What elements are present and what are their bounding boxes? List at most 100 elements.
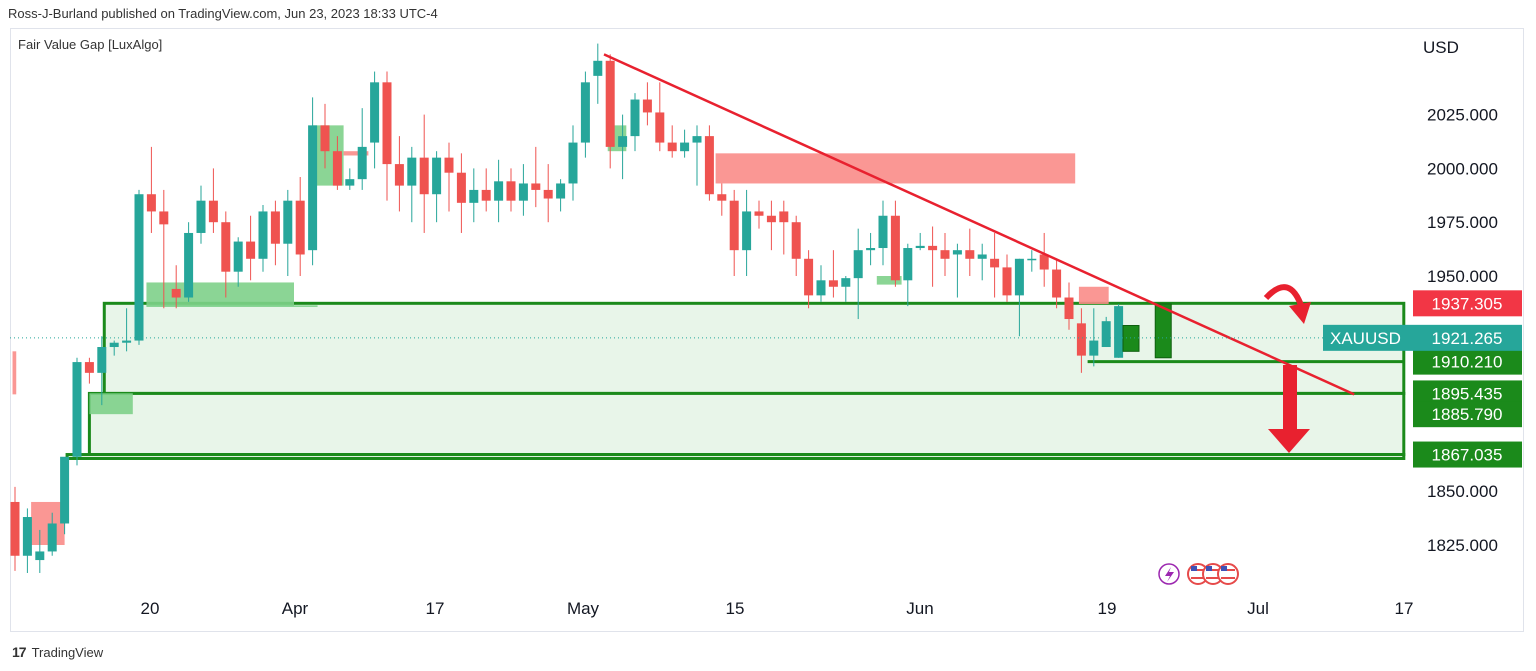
candle: [692, 125, 702, 186]
candle-body: [853, 250, 863, 279]
candle-body: [903, 248, 913, 281]
candle: [60, 456, 70, 535]
price-label-bg: [1413, 348, 1522, 375]
candle: [494, 159, 504, 223]
candle: [10, 486, 20, 571]
projected-candle: [1122, 324, 1140, 352]
candle-body: [283, 200, 293, 244]
candle-body: [159, 211, 169, 225]
candle-body: [841, 278, 851, 287]
tradingview-logo-icon: 17: [12, 644, 27, 660]
candle: [568, 125, 578, 201]
candle: [1027, 250, 1037, 272]
candle-body: [357, 146, 367, 180]
candle: [556, 179, 566, 212]
candle: [667, 125, 677, 158]
candle-body: [667, 142, 677, 152]
candle: [531, 146, 541, 208]
candle-body: [444, 157, 454, 173]
candle: [630, 93, 640, 152]
candle-body: [1052, 269, 1062, 298]
candle-body: [816, 280, 826, 296]
candle-body: [890, 215, 900, 281]
candle: [1114, 303, 1124, 358]
candle-body: [556, 183, 566, 199]
candle-body: [828, 280, 838, 287]
candle-body: [332, 151, 342, 186]
y-tick-label: 1825.000: [1427, 536, 1498, 555]
candle-body: [258, 211, 268, 259]
annotations: [1158, 284, 1311, 585]
candle-body: [84, 362, 94, 373]
candle-body: [171, 288, 181, 298]
candle: [432, 151, 442, 223]
chart-lines: [10, 53, 1418, 396]
publisher-line: Ross-J-Burland published on TradingView.…: [8, 6, 438, 21]
y-tick-label: 1975.000: [1427, 213, 1498, 232]
indicator-label: Fair Value Gap [LuxAlgo]: [18, 37, 163, 52]
candle: [394, 136, 404, 212]
candle: [246, 215, 256, 281]
x-tick-label: Jun: [906, 599, 933, 618]
lightning-bolt-icon: [1165, 567, 1174, 582]
candlesticks: [10, 43, 1172, 573]
candle: [791, 215, 801, 276]
candle: [878, 200, 888, 266]
candle-body: [531, 183, 541, 190]
candle-body: [1002, 267, 1012, 296]
footer-brand: TradingView: [31, 644, 104, 660]
candle: [407, 146, 417, 223]
candle: [382, 71, 392, 201]
candle: [977, 243, 987, 281]
price-label: 1885.790: [1413, 401, 1522, 428]
candle: [308, 97, 318, 266]
candle-body: [308, 125, 318, 251]
candle-body: [1076, 323, 1086, 356]
candle-body: [270, 211, 280, 244]
candle-body: [717, 194, 727, 201]
candle-body: [940, 250, 950, 259]
candle: [593, 43, 603, 104]
bullish-fvg: [876, 276, 902, 285]
candle-body: [146, 194, 156, 212]
candle-body: [506, 181, 516, 201]
candle: [134, 189, 144, 345]
candle-body: [109, 342, 119, 348]
candle: [804, 250, 814, 309]
x-tick-label: Jul: [1247, 599, 1269, 618]
candle-body: [184, 232, 194, 298]
candle: [469, 168, 479, 223]
candle: [543, 164, 553, 223]
x-tick-label: 15: [726, 599, 745, 618]
candle-body: [432, 157, 442, 195]
candle: [952, 243, 962, 298]
symbol-tag-bg: [1323, 324, 1522, 351]
candle-body: [208, 200, 218, 223]
candle-body: [1014, 258, 1024, 296]
candle: [506, 168, 516, 212]
candle: [915, 232, 925, 251]
candle: [171, 265, 181, 309]
candle-body: [407, 157, 417, 186]
candle-body: [915, 245, 925, 249]
price-label: 1910.210: [1413, 348, 1522, 375]
zone-box: [102, 301, 1406, 395]
candle: [370, 71, 380, 169]
candle-body: [779, 211, 789, 223]
bearish-fvg: [1078, 286, 1109, 304]
zone-box: [87, 391, 1406, 457]
bearish-fvg: [715, 153, 1076, 184]
price-label-text: 1937.305: [1432, 294, 1503, 313]
candle-body: [60, 456, 70, 524]
candle: [221, 211, 231, 298]
candle: [146, 146, 156, 233]
candle: [890, 200, 900, 287]
candle: [345, 168, 355, 190]
candle: [1064, 282, 1074, 330]
candle: [729, 189, 739, 276]
candle: [605, 54, 615, 169]
candle-body: [568, 142, 578, 184]
candle: [853, 228, 863, 320]
candle-body: [729, 200, 739, 251]
